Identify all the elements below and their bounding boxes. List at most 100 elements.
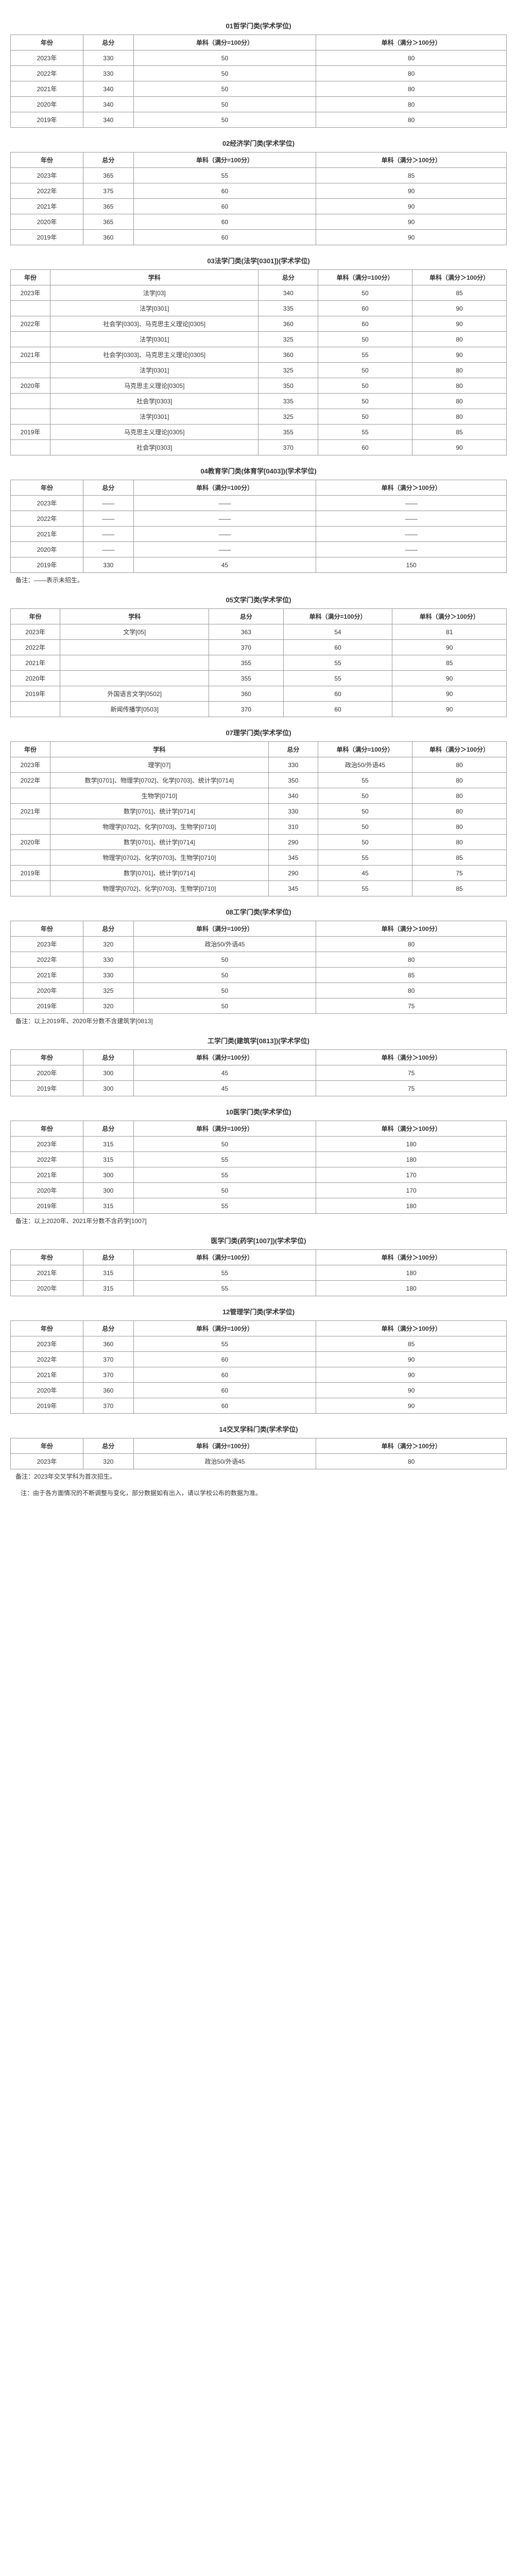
table-row: 2023年文学[05]3635481 (11, 624, 507, 640)
table-row: 社会学[0303]3355080 (11, 394, 507, 409)
cell: 2023年 (11, 1137, 83, 1152)
cell: 350 (258, 378, 318, 394)
table-row: 2022年3305080 (11, 952, 507, 968)
cell: 60 (133, 1383, 316, 1398)
cell: 2021年 (11, 804, 50, 819)
cell: 85 (316, 168, 507, 183)
cell: 2020年 (11, 671, 60, 686)
cell: 2019年 (11, 866, 50, 881)
cell: 180 (316, 1281, 507, 1296)
table-row: 2019年3706090 (11, 1398, 507, 1414)
cell: 80 (412, 409, 507, 425)
cell: 330 (268, 804, 318, 819)
cell: 345 (268, 881, 318, 896)
cell: 55 (283, 655, 392, 671)
table-row: 2022年社会学[0303]、马克思主义理论[0305]3606090 (11, 316, 507, 332)
cell: —— (133, 527, 316, 542)
cell: 375 (83, 183, 134, 199)
cell: 55 (133, 1198, 316, 1214)
cell: 2023年 (11, 496, 83, 511)
cell: 60 (133, 1367, 316, 1383)
cell: 80 (316, 97, 507, 112)
data-table: 年份总分单科（满分=100分）单科（满分＞100分）2023年——————202… (10, 480, 507, 573)
cell: 55 (318, 425, 412, 440)
table-row: 2022年—————— (11, 511, 507, 527)
col-header: 单科（满分=100分） (133, 1121, 316, 1137)
cell: 370 (83, 1398, 134, 1414)
data-table: 年份总分单科（满分=100分）单科（满分＞100分）2023年320政治50/外… (10, 1438, 507, 1469)
cell: 340 (83, 112, 134, 128)
cell: 90 (412, 316, 507, 332)
cell: 180 (316, 1198, 507, 1214)
cell: 生物学[0710] (50, 788, 269, 804)
col-header: 单科（满分=100分） (318, 742, 412, 757)
table-row: 2023年320政治50/外语4580 (11, 1454, 507, 1469)
col-header: 单科（满分＞100分） (316, 1438, 507, 1454)
col-header: 总分 (209, 609, 283, 624)
cell: 2020年 (11, 1281, 83, 1296)
table-row: 2020年3606090 (11, 1383, 507, 1398)
col-header: 单科（满分＞100分） (412, 270, 507, 285)
col-header: 总分 (83, 1321, 134, 1336)
cell: 60 (318, 301, 412, 316)
col-header: 年份 (11, 35, 83, 50)
cell: 355 (209, 655, 283, 671)
table-row: 2023年理学[07]330政治50/外语4580 (11, 757, 507, 773)
cell: 马克思主义理论[0305] (50, 425, 258, 440)
cell: 物理学[0702]、化学[0703]、生物学[0710] (50, 819, 269, 835)
cell: 社会学[0303] (50, 394, 258, 409)
table-row: 2022年3756090 (11, 183, 507, 199)
cell: 365 (83, 168, 134, 183)
cell (11, 440, 50, 455)
cell: 60 (133, 199, 316, 214)
cell: 80 (412, 835, 507, 850)
cell: 330 (83, 952, 134, 968)
table-row: 2021年31555180 (11, 1265, 507, 1281)
cell: 45 (133, 557, 316, 573)
cell: 50 (318, 819, 412, 835)
section-title: 12管理学门类(学术学位) (10, 1307, 507, 1316)
table-row: 2021年3405080 (11, 81, 507, 97)
table-row: 2020年马克思主义理论[0305]3505080 (11, 378, 507, 394)
cell: 政治50/外语45 (318, 757, 412, 773)
col-header: 年份 (11, 742, 50, 757)
cell: 政治50/外语45 (133, 1454, 316, 1469)
cell: 320 (83, 998, 134, 1014)
cell: —— (316, 542, 507, 557)
cell: 170 (316, 1183, 507, 1198)
cell: 2022年 (11, 952, 83, 968)
cell: 2020年 (11, 1183, 83, 1198)
cell: 85 (412, 881, 507, 896)
cell: 300 (83, 1167, 134, 1183)
cell: 50 (133, 112, 316, 128)
col-header: 单科（满分＞100分） (316, 1050, 507, 1065)
cell: 365 (83, 199, 134, 214)
cell: 90 (316, 183, 507, 199)
cell: 315 (83, 1137, 134, 1152)
section-title: 03法学门类(法学[0301])(学术学位) (10, 256, 507, 265)
col-header: 单科（满分=100分） (133, 1050, 316, 1065)
cell: 2020年 (11, 835, 50, 850)
table-row: 2019年3004575 (11, 1081, 507, 1096)
cell: 2021年 (11, 655, 60, 671)
cell: 2022年 (11, 511, 83, 527)
section-title: 医学门类(药学[1007])(学术学位) (10, 1235, 507, 1245)
cell: 80 (412, 804, 507, 819)
cell: 360 (258, 316, 318, 332)
cell: 90 (392, 686, 507, 702)
col-header: 总分 (83, 480, 134, 496)
col-header: 总分 (258, 270, 318, 285)
table-row: 物理学[0702]、化学[0703]、生物学[0710]3455585 (11, 881, 507, 896)
table-row: 新闻传播学[0503]3706090 (11, 702, 507, 717)
cell: 340 (268, 788, 318, 804)
table-row: 2023年法学[03]3405085 (11, 285, 507, 301)
cell: 55 (318, 850, 412, 866)
col-header: 学科 (50, 742, 269, 757)
table-row: 2019年3205075 (11, 998, 507, 1014)
col-header: 总分 (83, 1121, 134, 1137)
cell: 2021年 (11, 199, 83, 214)
table-row: 法学[0301]3255080 (11, 332, 507, 347)
table-row: 2019年31555180 (11, 1198, 507, 1214)
cell: 2021年 (11, 527, 83, 542)
cell: —— (83, 511, 134, 527)
